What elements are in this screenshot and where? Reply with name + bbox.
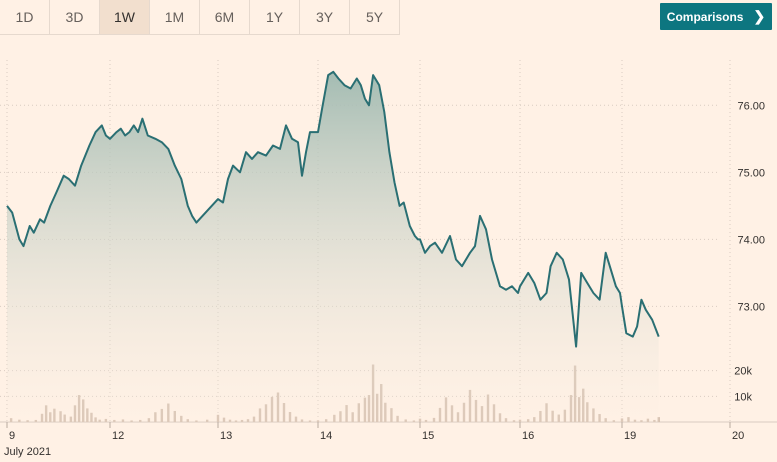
range-tab-6m[interactable]: 6M <box>200 0 250 34</box>
chevron-right-icon: ❯ <box>753 8 766 24</box>
range-tabs: 1D 3D 1W 1M 6M 1Y 3Y 5Y <box>0 0 400 35</box>
x-tick-label: 14 <box>320 430 332 442</box>
price-tick-label: 73.00 <box>737 301 765 313</box>
volume-axis: 20k 10k <box>734 366 752 404</box>
price-line <box>6 70 660 348</box>
range-tab-1d[interactable]: 1D <box>0 0 50 34</box>
x-tick-label: 9 <box>9 430 15 442</box>
volume-tick-label: 20k <box>734 366 752 378</box>
comparisons-label: Comparisons <box>666 9 744 24</box>
price-area <box>7 71 659 423</box>
volume-bar <box>657 417 660 422</box>
range-tab-1w[interactable]: 1W <box>100 0 150 34</box>
time-axis: 9 12 13 14 15 16 19 20 <box>6 422 744 442</box>
range-tab-3y[interactable]: 3Y <box>300 0 350 34</box>
x-tick-label: 16 <box>522 430 534 442</box>
range-tab-5y[interactable]: 5Y <box>350 0 400 34</box>
volume-tick-label: 10k <box>734 391 752 403</box>
price-axis: 76.00 75.00 74.00 73.00 <box>737 100 765 313</box>
range-tab-1m[interactable]: 1M <box>150 0 200 34</box>
range-tab-3d[interactable]: 3D <box>50 0 100 34</box>
comparisons-button[interactable]: Comparisons ❯ <box>660 3 772 30</box>
month-label: July 2021 <box>4 446 51 458</box>
x-tick-label: 13 <box>220 430 232 442</box>
price-tick-label: 76.00 <box>737 100 765 112</box>
price-tick-label: 75.00 <box>737 167 765 179</box>
x-tick-label: 12 <box>112 430 124 442</box>
price-tick-label: 74.00 <box>737 234 765 246</box>
x-tick-label: 20 <box>732 430 744 442</box>
x-tick-label: 19 <box>624 430 636 442</box>
x-tick-label: 15 <box>422 430 434 442</box>
range-tab-1y[interactable]: 1Y <box>250 0 300 34</box>
